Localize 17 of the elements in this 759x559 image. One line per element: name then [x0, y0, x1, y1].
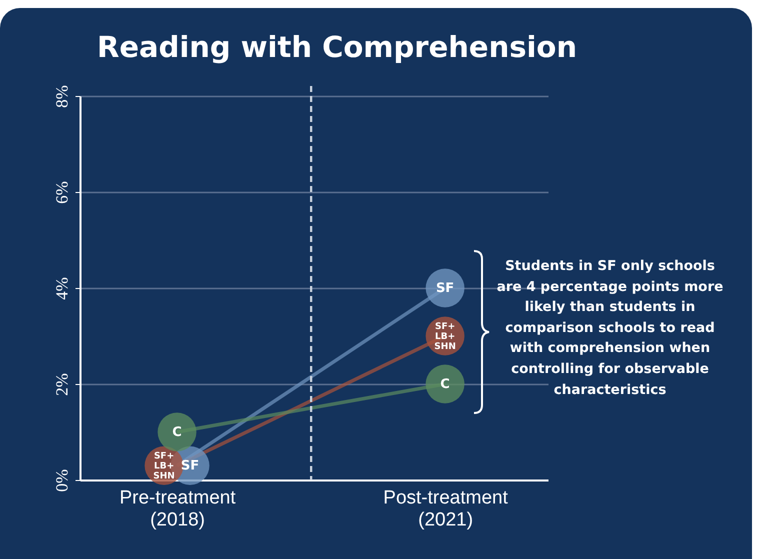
- text: C: [172, 425, 182, 440]
- x-tick-label: Post-treatment (2021): [383, 488, 509, 530]
- series-label: SF: [436, 281, 454, 296]
- y-tick-label: 4%: [52, 277, 72, 300]
- chart-title: Reading with Comprehension: [97, 30, 577, 64]
- y-tick-label: 8%: [52, 85, 72, 108]
- point: [426, 364, 464, 404]
- y-tick-label: 0%: [52, 469, 72, 492]
- series-label: C: [440, 377, 450, 392]
- x-tick-label: Pre-treatment (2018): [119, 488, 236, 530]
- text: SF: [180, 458, 200, 474]
- point: [158, 412, 196, 452]
- annotation: Students in SF only schools are 4 percentage points more likely than students in comparison schools to read with comprehension when controlling for observable characteristics: [496, 257, 724, 400]
- text: SF+LB+SHN: [153, 452, 175, 482]
- series-label: SF+LB+SHN: [434, 322, 456, 352]
- y-tick-label: 6%: [52, 181, 72, 204]
- y-tick-label: 2%: [52, 373, 72, 396]
